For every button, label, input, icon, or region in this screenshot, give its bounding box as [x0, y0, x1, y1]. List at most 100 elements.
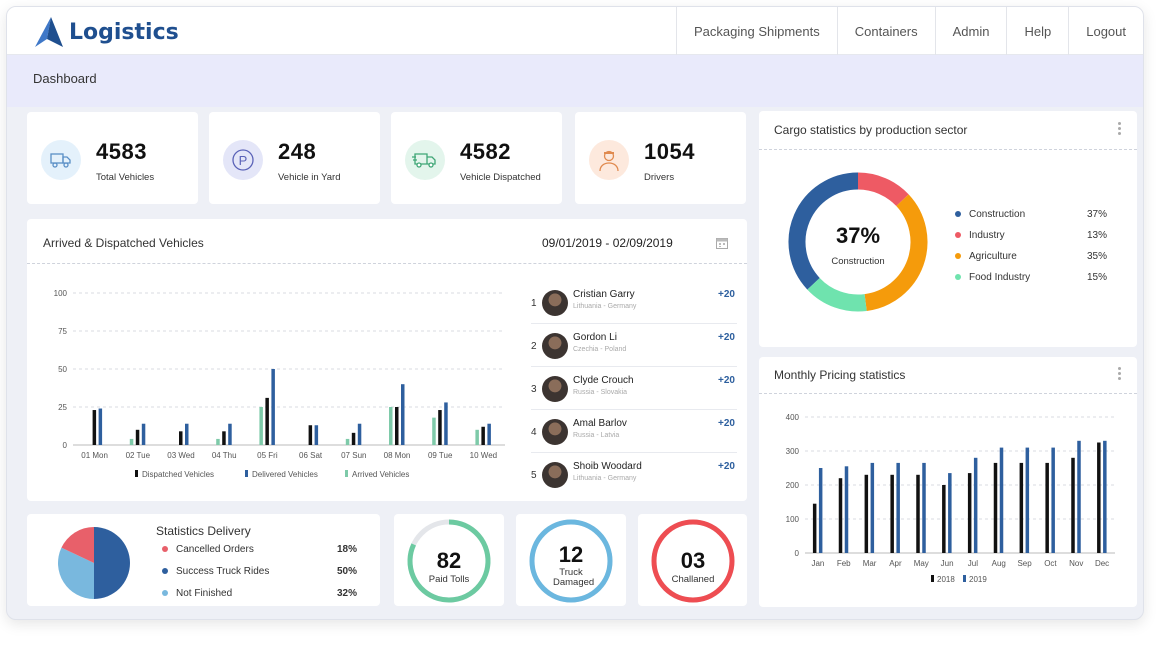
legend-swatch [931, 575, 934, 582]
top-navigation-bar: Logistics Packaging Shipments Containers… [7, 7, 1143, 55]
bar [98, 408, 103, 445]
vehicles-panel: Arrived & Dispatched Vehicles 09/01/2019… [27, 219, 747, 501]
x-tick-label: 05 Fri [257, 451, 278, 460]
legend-dot [955, 274, 961, 281]
legend-item: Construction 37% [955, 209, 1115, 230]
cargo-donut-chart [788, 172, 928, 312]
y-tick-label: 50 [58, 365, 67, 374]
driver-list-item[interactable]: 2 Gordon Li Czechia - Poland +20 [531, 324, 737, 367]
x-tick-label: 07 Sun [341, 451, 366, 460]
logo[interactable]: Logistics [33, 15, 179, 49]
legend-item: Cancelled Orders 18% [162, 544, 357, 555]
nav-admin[interactable]: Admin [934, 7, 1007, 55]
legend-dot [955, 232, 961, 239]
x-tick-label: 02 Tue [126, 451, 151, 460]
driver-points: +20 [718, 332, 735, 343]
driver-name: Amal Barlov [573, 418, 627, 429]
x-tick-label: 09 Tue [428, 451, 453, 460]
stat-label: Drivers [644, 172, 675, 183]
legend-value: 15% [1086, 272, 1107, 283]
legend-label: Delivered Vehicles [252, 470, 318, 479]
bar [916, 474, 920, 553]
legend-dot [955, 253, 961, 260]
legend-dot [955, 211, 961, 218]
pie-slice [57, 547, 94, 599]
nav-packaging-shipments[interactable]: Packaging Shipments [676, 7, 837, 55]
progress-ring [407, 519, 491, 603]
legend-label: Construction [969, 209, 1026, 220]
ring-progress [407, 519, 491, 603]
challaned-ring: 03 Challaned [648, 518, 738, 608]
bar [345, 438, 350, 445]
stat-card-vehicle-dispatched[interactable]: 4582 Vehicle Dispatched [391, 112, 562, 204]
logo-mark-icon [35, 17, 63, 47]
legend-dot [162, 546, 168, 553]
driver-list-item[interactable]: 4 Amal Barlov Russia - Latvia +20 [531, 410, 737, 453]
x-tick-label: Feb [837, 559, 851, 568]
breadcrumb[interactable]: Dashboard [33, 71, 97, 86]
donut-slice [807, 277, 867, 312]
legend-value: 50% [336, 566, 357, 577]
delivery-truck-icon [405, 140, 445, 180]
bar [135, 429, 140, 445]
nav-help[interactable]: Help [1006, 7, 1068, 55]
bar [271, 369, 275, 445]
driver-list-item[interactable]: 5 Shoib Woodard Lithuania - Germany +20 [531, 453, 737, 496]
legend-label: Industry [969, 230, 1005, 241]
y-tick-label: 0 [63, 441, 68, 450]
bar [314, 425, 319, 445]
nav-containers[interactable]: Containers [836, 7, 935, 55]
stat-card-drivers[interactable]: 1054 Drivers [575, 112, 746, 204]
stat-label: Vehicle in Yard [278, 172, 341, 183]
more-options-icon[interactable] [1118, 367, 1122, 382]
truck-damaged-ring: 12 Truck Damaged [526, 518, 616, 608]
bar [475, 429, 479, 445]
legend-value: 32% [336, 588, 357, 599]
bar [185, 423, 189, 445]
cargo-stats-title: Cargo statistics by production sector [774, 123, 968, 137]
donut-slice [788, 172, 859, 290]
truck-damaged-card[interactable]: 12 Truck Damaged [516, 514, 626, 606]
paid-tolls-card[interactable]: 82 Paid Tolls [394, 514, 504, 606]
bar [870, 462, 875, 553]
bar [222, 431, 226, 445]
y-tick-label: 300 [786, 447, 800, 456]
x-tick-label: 03 Wed [167, 451, 194, 460]
bar [942, 485, 946, 553]
bar [993, 462, 998, 553]
challaned-card[interactable]: 03 Challaned [638, 514, 747, 606]
stat-card-total-vehicles[interactable]: 4583 Total Vehicles [27, 112, 198, 204]
calendar-icon[interactable] [716, 237, 728, 249]
ring-label: Truck Damaged [553, 567, 595, 588]
driver-list-item[interactable]: 3 Clyde Crouch Russia - Slovakia +20 [531, 367, 737, 410]
date-range-picker[interactable]: 09/01/2019 - 02/09/2019 [532, 229, 732, 255]
nav-logout[interactable]: Logout [1068, 7, 1143, 55]
bar [228, 423, 232, 445]
ring-value: 12 [558, 542, 584, 567]
bar [838, 478, 843, 553]
stat-value: 4583 [96, 139, 147, 164]
x-tick-label: 01 Mon [81, 451, 108, 460]
legend-swatch [963, 575, 966, 582]
bar [216, 438, 220, 445]
legend-label: Not Finished [176, 588, 233, 599]
legend-item: Success Truck Rides 50% [162, 566, 357, 577]
x-tick-label: Sep [1017, 559, 1032, 568]
legend-value: 18% [336, 544, 357, 555]
y-tick-label: 25 [58, 403, 67, 412]
x-tick-label: 06 Sat [299, 451, 323, 460]
driver-rank: 3 [531, 384, 537, 395]
stat-card-vehicle-in-yard[interactable]: P 248 Vehicle in Yard [209, 112, 380, 204]
driver-rank: 2 [531, 341, 537, 352]
driver-route: Russia - Latvia [573, 432, 620, 439]
more-options-icon[interactable] [1118, 122, 1122, 137]
x-tick-label: Apr [889, 559, 902, 568]
pie-slice [94, 527, 130, 599]
vehicles-bar-chart: 0 25 50 75 100 01 Mon 02 Tue 03 Wed 04 Thu 05 Fri… [54, 289, 505, 479]
bar [357, 423, 362, 445]
driver-list-item[interactable]: 1 Cristian Garry Lithuania - Germany +20 [531, 281, 737, 324]
bar [1097, 442, 1101, 553]
pricing-stats-title: Monthly Pricing statistics [774, 368, 906, 382]
stat-label: Vehicle Dispatched [460, 172, 541, 183]
donut-slice [857, 172, 909, 207]
